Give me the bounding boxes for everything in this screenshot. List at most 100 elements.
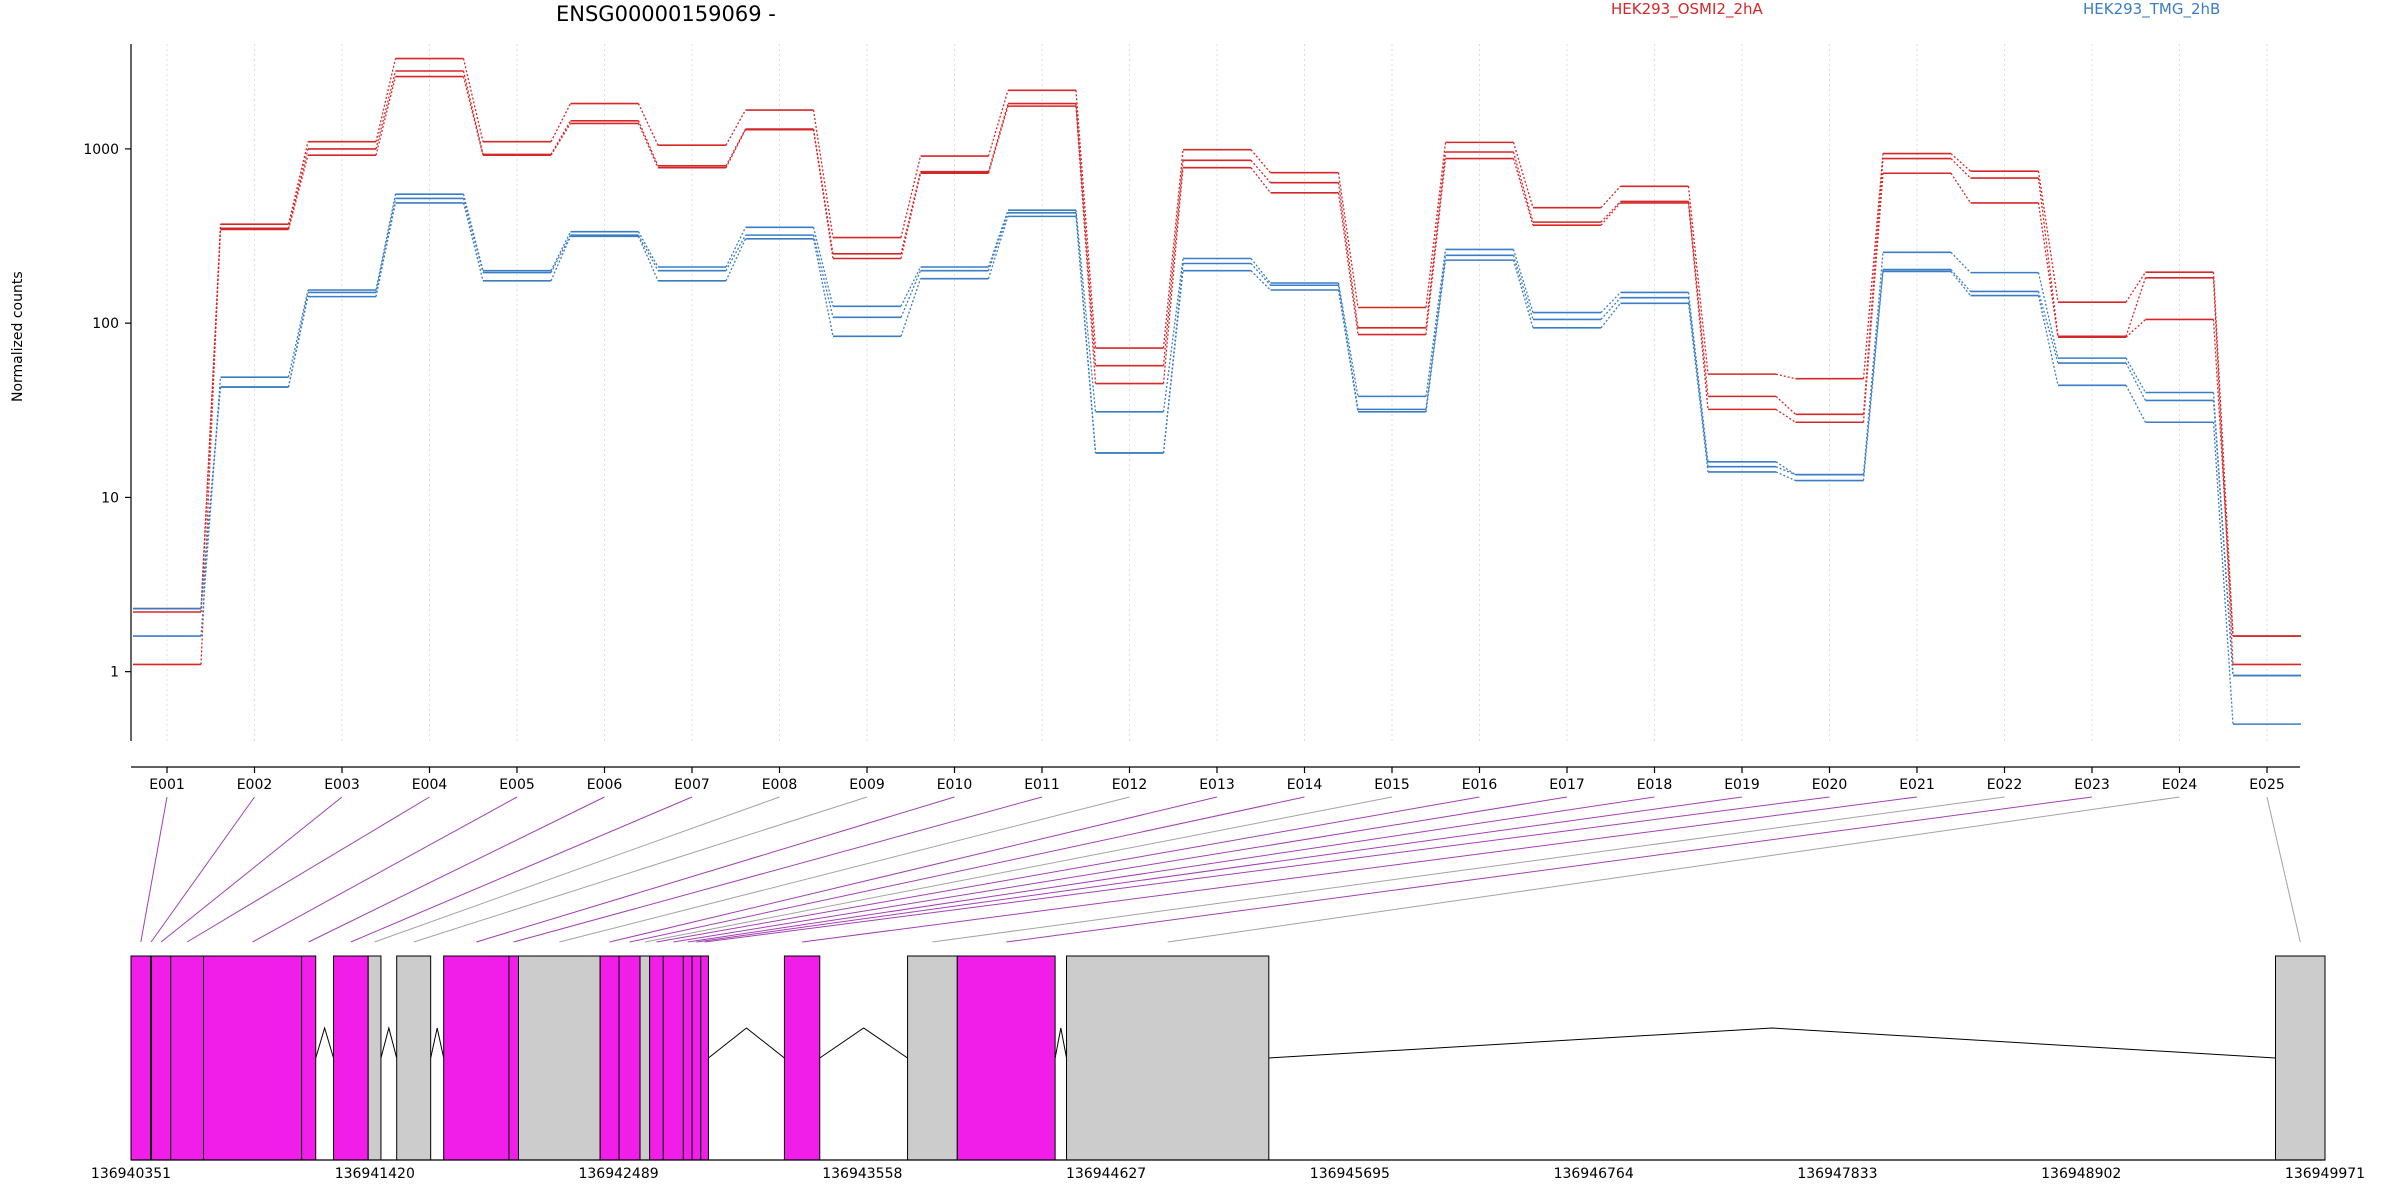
intron-line <box>430 1027 445 1059</box>
series-connector <box>987 212 1009 271</box>
series-connector <box>287 141 309 225</box>
exon-e009 <box>396 955 432 1161</box>
intron-line <box>1268 1027 2276 1059</box>
genomic-tick-label: 136941420 <box>335 1166 415 1182</box>
exon-link-e014 <box>629 796 1305 943</box>
x-tick-label-e009: E009 <box>849 777 885 793</box>
series-hek293_tmg_2hb-5 <box>133 202 2301 725</box>
series-connector <box>900 266 922 307</box>
series-connector <box>1862 153 1884 379</box>
exon-e010 <box>443 955 510 1161</box>
series-hek293_osmi2_2ha-2 <box>133 75 2301 637</box>
exon-e023 <box>956 955 1056 1161</box>
series-connector <box>2125 318 2146 338</box>
exon-e005 <box>203 955 303 1161</box>
exon-link-e023 <box>1006 796 2093 943</box>
series-connector <box>287 289 309 378</box>
series-connector <box>550 231 572 271</box>
series-connector <box>1862 271 1884 481</box>
exon-link-e001 <box>140 796 168 943</box>
exon-link-e008 <box>374 796 780 943</box>
series-connector <box>375 76 397 156</box>
legend-entry-osmi2: HEK293_OSMI2_2hA <box>1611 0 1763 18</box>
series-connector <box>812 129 834 259</box>
series-connector <box>462 193 484 271</box>
exon-link-e024 <box>1167 796 2180 943</box>
x-tick-label-e012: E012 <box>1112 777 1148 793</box>
series-connector <box>1425 249 1447 397</box>
series-connector <box>2125 357 2147 393</box>
series-connector <box>1600 185 1621 209</box>
exon-link-e013 <box>609 796 1218 943</box>
series-connector <box>1600 200 1621 223</box>
series-connector <box>1512 142 1534 208</box>
exon-link-e010 <box>476 796 955 943</box>
series-connector <box>550 234 572 273</box>
series-connector <box>2037 178 2059 337</box>
series-connector <box>812 234 834 318</box>
series-connector <box>1775 461 1796 476</box>
exon-link-e009 <box>413 796 868 943</box>
series-connector <box>900 173 922 259</box>
series-connector <box>637 236 659 282</box>
series-connector <box>1075 216 1097 453</box>
series-connector <box>725 129 747 169</box>
series-connector <box>1075 90 1097 349</box>
series-connector <box>1512 151 1534 223</box>
x-tick-label-e001: E001 <box>149 777 185 793</box>
x-tick-label-e017: E017 <box>1549 777 1585 793</box>
series-connector <box>2037 295 2059 386</box>
series-connector <box>725 226 747 268</box>
series-connector <box>1425 260 1447 412</box>
genomic-tick-label: 136946764 <box>1554 1166 1634 1182</box>
series-connector <box>1512 255 1534 320</box>
exon-link-e021 <box>802 796 1918 943</box>
exon-e006 <box>301 955 317 1161</box>
series-connector <box>375 202 397 297</box>
series-connector <box>375 194 397 291</box>
series-connector <box>1337 172 1359 308</box>
series-connector <box>462 198 484 273</box>
series-connector <box>1337 285 1359 410</box>
series-connector <box>1950 153 1971 172</box>
series-connector <box>1425 151 1447 328</box>
genomic-tick-label: 136949971 <box>2285 1166 2365 1182</box>
series-connector <box>1512 259 1534 329</box>
x-tick-label-e014: E014 <box>1287 777 1323 793</box>
series-connector <box>725 238 747 282</box>
x-tick-label-e021: E021 <box>1899 777 1935 793</box>
exon-e016 <box>649 955 664 1161</box>
x-tick-label-e024: E024 <box>2162 777 2198 793</box>
series-connector <box>1862 158 1884 415</box>
exon-e014 <box>618 955 641 1161</box>
exon-e025 <box>2275 955 2326 1161</box>
series-connector <box>287 148 309 229</box>
series-connector <box>1512 158 1534 226</box>
series-connector <box>725 109 747 146</box>
series-connector <box>1687 303 1709 473</box>
x-tick-label-e006: E006 <box>587 777 623 793</box>
exon-e007 <box>333 955 369 1161</box>
series-connector <box>812 238 834 337</box>
series-connector <box>1250 263 1271 286</box>
exon-e024 <box>1066 955 1270 1161</box>
exon-e020 <box>700 955 709 1161</box>
series-connector <box>1950 172 1972 204</box>
series-connector <box>1687 201 1709 397</box>
exon-e022 <box>907 955 958 1161</box>
x-tick-label-e007: E007 <box>674 777 710 793</box>
x-tick-label-e022: E022 <box>1987 777 2023 793</box>
x-tick-label-e023: E023 <box>2074 777 2110 793</box>
genomic-tick-label: 136943558 <box>822 1166 902 1182</box>
series-connector <box>375 198 397 293</box>
series-connector <box>462 76 484 156</box>
exon-link-e025 <box>2266 796 2301 943</box>
exon-link-e002 <box>150 796 255 943</box>
y-tick-label: 10 <box>101 490 119 506</box>
exon-link-e017 <box>673 796 1568 943</box>
series-connector <box>725 234 747 272</box>
series-connector <box>1337 289 1359 412</box>
series-connector <box>637 103 659 146</box>
exon-e017 <box>662 955 684 1161</box>
